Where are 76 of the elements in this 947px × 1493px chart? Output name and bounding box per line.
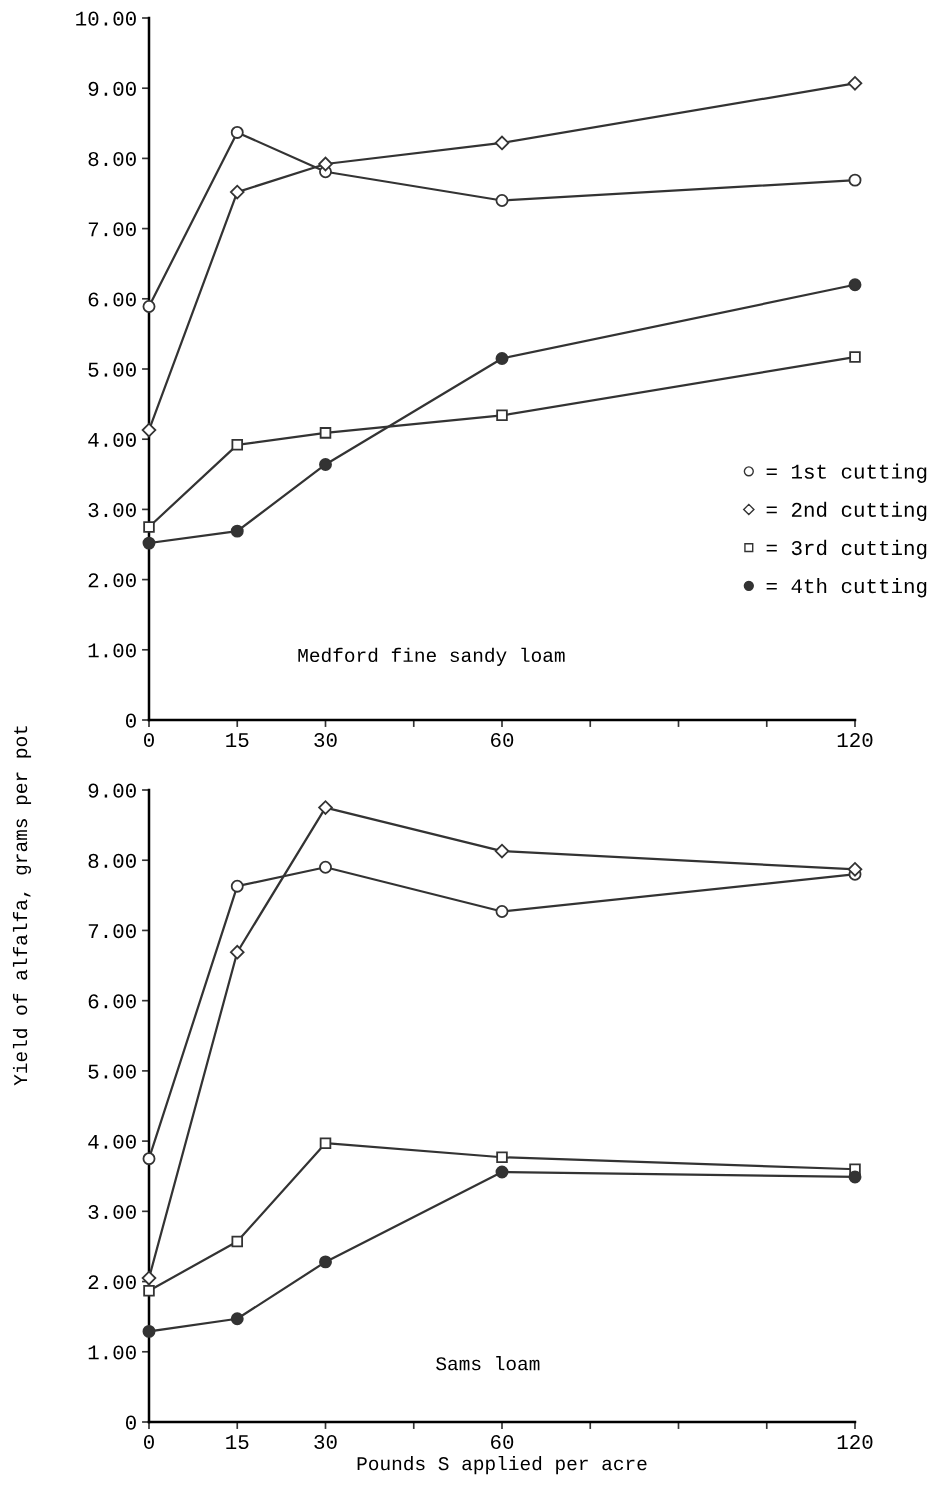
point [230,125,244,139]
point [495,352,509,365]
point [318,156,333,172]
y-tick-label: 7.00 [88,924,136,939]
point [142,300,156,313]
point [231,1235,244,1248]
point [495,905,509,918]
legend-label: = 2nd cutting [766,501,927,522]
point [495,1165,509,1179]
y-tick-label: 0 [125,713,136,728]
y-tick-label: 9.00 [88,81,136,96]
y-tick-label: 10.00 [76,11,136,26]
x-tick-label: 60 [491,1434,514,1450]
x-axis-title: Pounds S applied per acre [357,1456,647,1475]
y-tick-label: 4.00 [88,432,136,447]
point [848,173,862,187]
point [496,1151,508,1164]
point [494,135,510,151]
y-tick-label: 2.00 [88,1275,136,1290]
point [494,843,510,859]
point [142,536,156,550]
point [141,1270,157,1286]
point [143,521,155,533]
point [230,879,244,893]
point [229,184,245,200]
annotation: Medford fine sandy loam [298,647,565,666]
x-tick-label: 0 [144,1434,154,1450]
point [496,409,508,422]
y-tick-label: 1.00 [88,643,136,658]
y-tick-label: 8.00 [88,152,136,167]
point [848,278,862,292]
y-tick-label: 7.00 [88,222,136,237]
y-tick-label: 2.00 [88,573,136,588]
point [319,458,332,471]
y-tick-label: 5.00 [88,362,136,377]
y-tick-label: 6.00 [88,994,136,1009]
legend-label: = 4th cutting [766,578,927,598]
y-tick-label: 4.00 [88,1134,136,1149]
point [495,194,509,207]
x-tick-label: 0 [144,732,154,748]
legend-label: = 3rd cutting [766,539,927,560]
x-tick-label: 15 [226,733,249,748]
x-tick-label: 120 [837,1434,873,1450]
y-tick-label: 3.00 [88,1204,136,1220]
x-tick-label: 15 [226,1435,249,1450]
y-tick-label: 8.00 [88,853,136,868]
y-tick-label: 9.00 [88,783,136,798]
point [229,944,245,960]
point [230,524,244,538]
point [319,860,332,874]
point [141,422,157,438]
y-tick-label: 0 [125,1415,136,1430]
point [142,1152,156,1166]
x-tick-label: 30 [314,732,337,748]
annotation: Sams loam [436,1356,540,1371]
point [143,1284,155,1297]
point [230,1312,244,1326]
legend-label: = 1st cutting [766,463,927,483]
point [847,862,863,877]
point [847,75,863,91]
point [231,439,244,451]
point [848,1170,862,1184]
point [318,800,333,815]
x-tick-label: 30 [314,1434,337,1450]
point [142,1324,156,1338]
y-tick-label: 6.00 [88,292,136,307]
y-tick-label: 5.00 [88,1064,136,1079]
point [319,427,332,439]
y-tick-label: 3.00 [88,503,136,518]
point [319,1255,332,1269]
point [849,351,861,363]
point [319,1137,332,1149]
y-tick-label: 1.00 [88,1345,136,1360]
x-tick-label: 60 [491,732,514,748]
x-tick-label: 120 [837,732,873,748]
y-axis-title: Yield of alfalfa, grams per pot [12,726,32,1086]
